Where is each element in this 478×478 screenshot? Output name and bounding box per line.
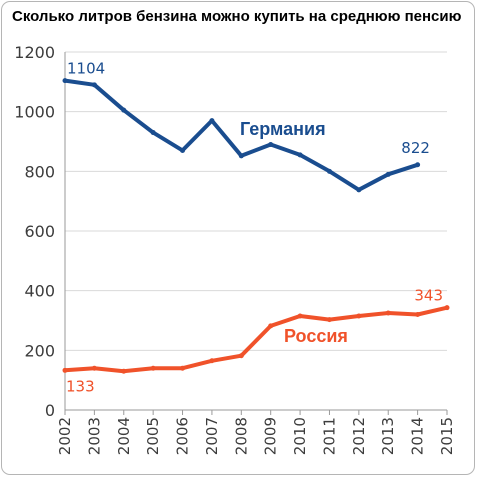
- x-tick-label: 2010: [291, 417, 309, 455]
- data-point-1: [268, 323, 274, 329]
- data-point-0: [180, 147, 186, 153]
- x-tick-label: 2004: [115, 417, 133, 455]
- y-tick-label: 400: [24, 282, 55, 301]
- x-tick-label: 2003: [85, 417, 103, 455]
- data-label-germany-end: 822: [401, 139, 430, 157]
- data-label-russia-start: 133: [66, 377, 95, 395]
- x-tick-label: 2015: [438, 417, 456, 455]
- data-point-0: [356, 187, 362, 193]
- y-tick-label: 1000: [14, 103, 55, 122]
- data-point-0: [121, 107, 127, 113]
- series-line-1: [63, 305, 449, 374]
- data-point-1: [385, 310, 391, 316]
- x-tick-label: 2009: [262, 417, 280, 455]
- data-point-0: [91, 82, 97, 88]
- series-label-russia: Россия: [284, 326, 348, 346]
- data-point-1: [209, 358, 215, 364]
- x-tick-label: 2007: [203, 417, 221, 455]
- data-point-1: [180, 365, 186, 371]
- data-point-0: [415, 162, 421, 168]
- x-tick-label: 2006: [174, 417, 192, 455]
- data-point-1: [326, 317, 332, 323]
- data-point-1: [356, 313, 362, 319]
- data-point-0: [385, 171, 391, 177]
- x-tick-label: 2011: [320, 417, 338, 455]
- x-tick-label: 2008: [232, 417, 250, 455]
- y-tick-label: 0: [45, 401, 55, 420]
- chart-title: Сколько литров бензина можно купить на с…: [12, 8, 462, 25]
- data-point-0: [209, 118, 215, 124]
- y-tick-label: 800: [24, 162, 55, 181]
- data-point-1: [62, 367, 68, 373]
- data-point-0: [297, 152, 303, 158]
- data-point-1: [91, 365, 97, 371]
- data-point-1: [238, 353, 244, 359]
- y-tick-label: 1200: [14, 43, 55, 62]
- data-point-0: [238, 153, 244, 159]
- data-point-1: [297, 313, 303, 319]
- series-label-germany: Германия: [240, 119, 326, 139]
- data-point-1: [415, 312, 421, 318]
- data-point-0: [150, 130, 156, 136]
- data-label-germany-start: 1104: [67, 60, 105, 78]
- x-tick-label: 2012: [350, 417, 368, 455]
- x-tick-label: 2013: [379, 417, 397, 455]
- data-point-0: [268, 141, 274, 147]
- x-tick-label: 2002: [56, 417, 74, 455]
- data-point-1: [121, 368, 127, 374]
- y-tick-label: 600: [24, 222, 55, 241]
- y-tick-label: 200: [24, 341, 55, 360]
- data-point-0: [62, 78, 68, 84]
- x-tick-label: 2005: [144, 417, 162, 455]
- x-tick-label: 2014: [409, 417, 427, 455]
- data-point-1: [444, 305, 450, 311]
- data-label-russia-end: 343: [414, 287, 443, 305]
- data-point-0: [326, 168, 332, 174]
- data-point-1: [150, 365, 156, 371]
